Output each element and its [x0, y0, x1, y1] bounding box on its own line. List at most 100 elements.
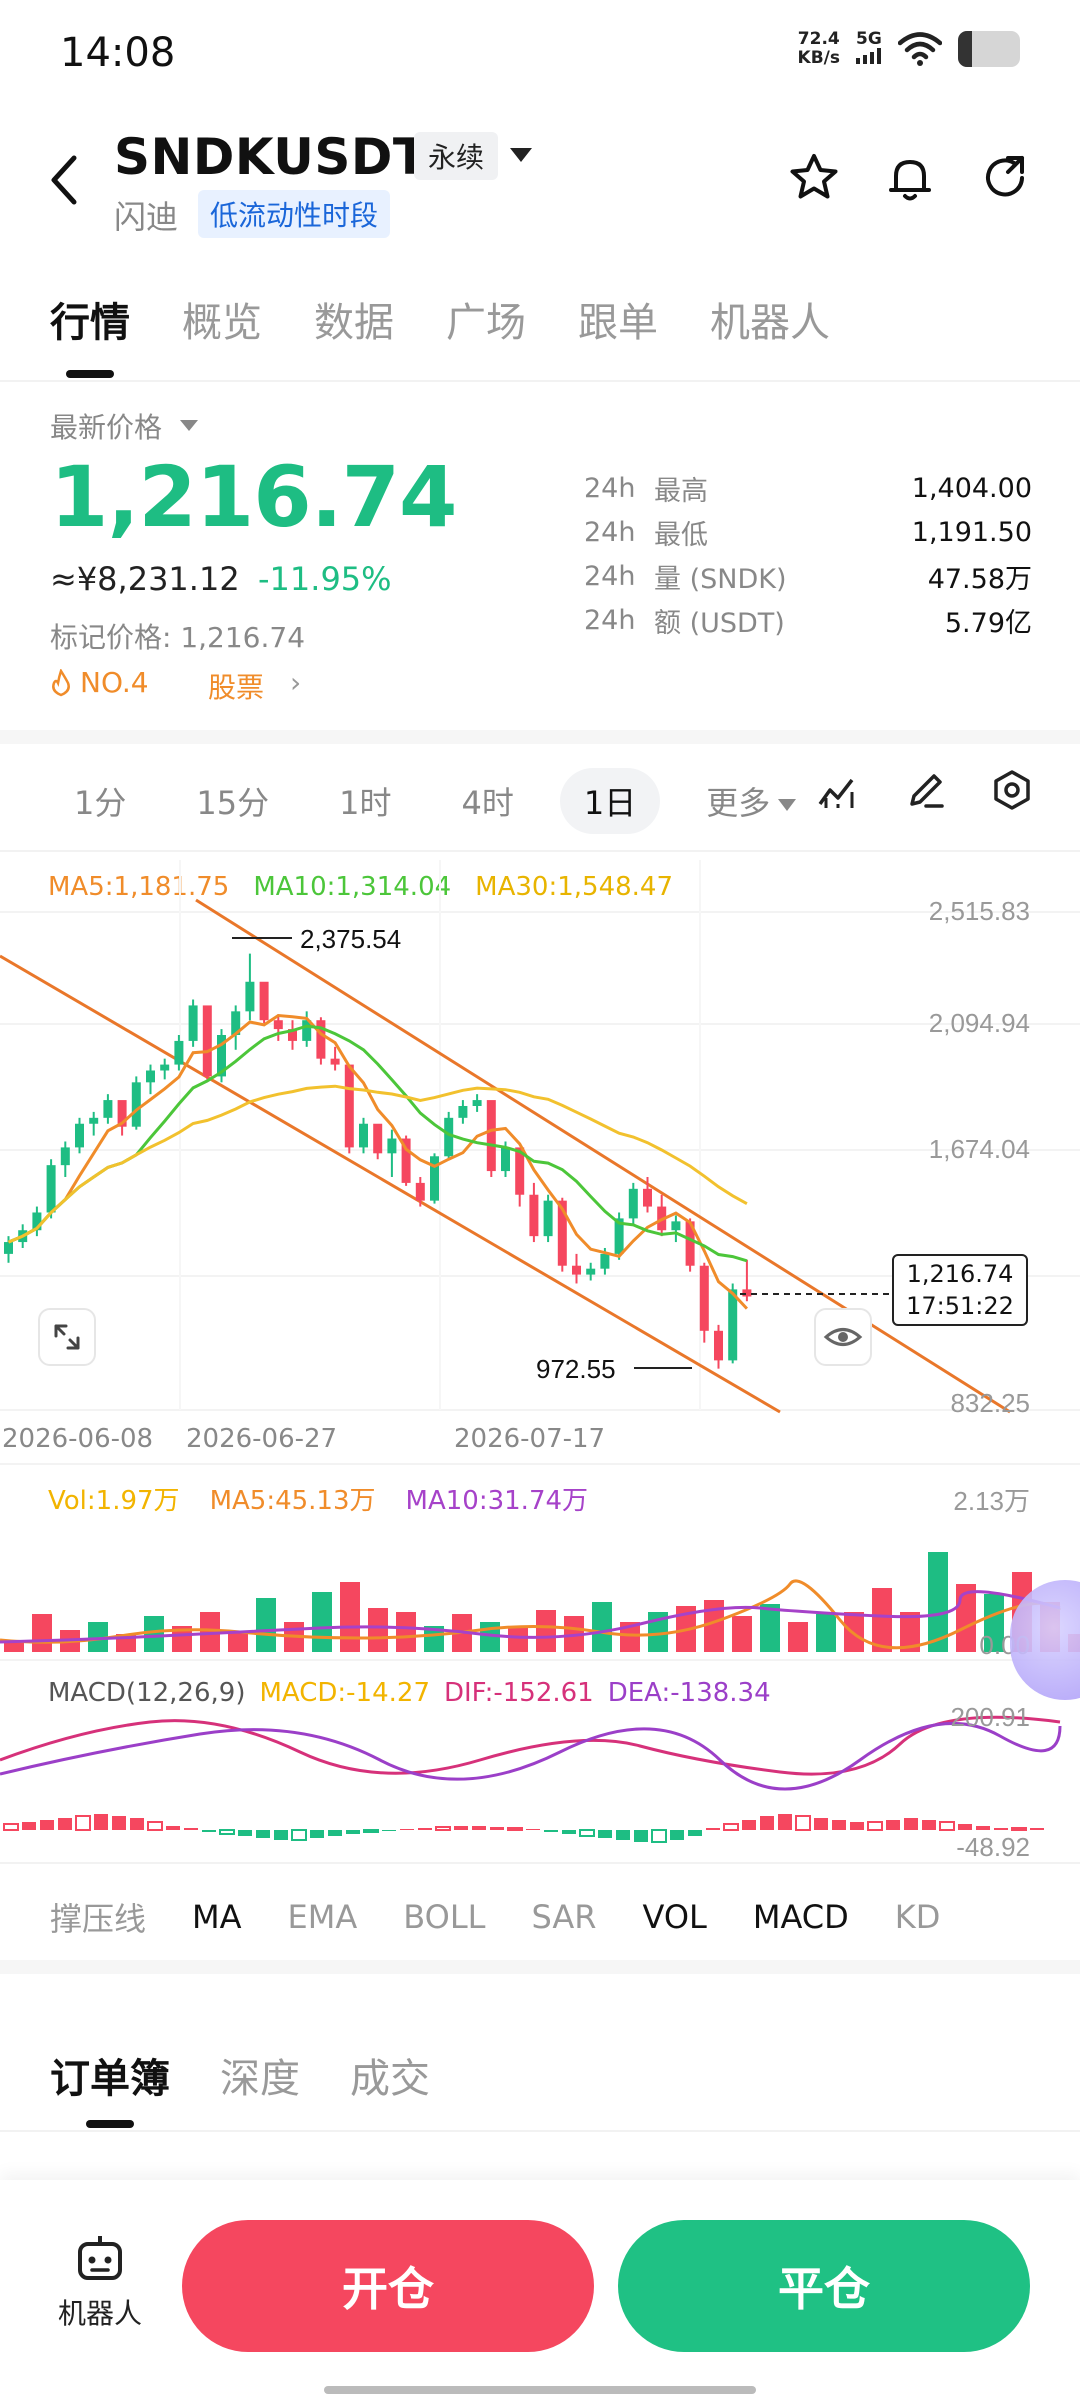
indicator-boll[interactable]: BOLL — [403, 1898, 486, 1936]
timeframe-15m[interactable]: 15分 — [196, 784, 270, 822]
date-label: 2026-06-08 — [2, 1424, 154, 1454]
share-icon[interactable] — [978, 150, 1034, 206]
kline-chart[interactable]: 2,375.54 972.55 2,515.83 2,094.94 1,674.… — [0, 860, 1080, 1880]
robot-button[interactable]: 机器人 — [50, 2230, 150, 2332]
macd-bar — [3, 1823, 19, 1831]
macd-axis-bottom: -48.92 — [956, 1832, 1030, 1862]
chevron-down-icon[interactable] — [510, 148, 532, 162]
candle-body — [188, 1005, 198, 1041]
macd-bar — [904, 1818, 918, 1830]
macd-bar — [202, 1830, 216, 1832]
macd-bar — [166, 1826, 180, 1830]
timeframe-1h[interactable]: 1时 — [339, 784, 392, 822]
settings-icon[interactable] — [990, 768, 1034, 812]
candle-body — [742, 1289, 752, 1297]
indicator-ma[interactable]: MA — [192, 1898, 242, 1936]
chevron-right-icon[interactable]: › — [290, 666, 302, 699]
macd-bar — [418, 1828, 432, 1830]
macd-bar — [22, 1822, 36, 1830]
category-link[interactable]: 股票 — [208, 671, 265, 704]
expand-button[interactable] — [38, 1308, 96, 1366]
tab-data[interactable]: 数据 — [314, 300, 394, 346]
indicator-vol[interactable]: VOL — [642, 1898, 707, 1936]
macd-bar — [939, 1821, 955, 1831]
tab-depth[interactable]: 深度 — [220, 2056, 300, 2102]
candle-body — [486, 1100, 496, 1172]
macd-bar — [130, 1818, 144, 1830]
candle-body — [529, 1194, 539, 1237]
star-icon[interactable] — [786, 150, 842, 206]
macd-bar — [706, 1828, 720, 1830]
candle-body — [316, 1020, 326, 1059]
back-button[interactable] — [44, 150, 84, 210]
price-axis-label: 2,094.94 — [929, 1008, 1030, 1038]
macd-bar — [400, 1829, 414, 1830]
contract-type-tag[interactable]: 永续 — [414, 132, 499, 180]
open-position-button[interactable]: 开仓 — [182, 2220, 594, 2352]
indicator-drawing[interactable]: 撑压线 — [50, 1900, 147, 1938]
candle-body — [444, 1117, 454, 1157]
indicator-icon[interactable] — [816, 768, 860, 812]
last-price-label[interactable]: 最新价格 — [50, 411, 163, 444]
candle-body — [699, 1265, 709, 1331]
macd-bar — [867, 1821, 883, 1831]
candle-body — [643, 1188, 652, 1207]
macd-legend: MACD(12,26,9) MACD:-14.27 DIF:-152.61 DE… — [48, 1678, 771, 1708]
macd-bar — [670, 1830, 684, 1840]
volume-bar — [256, 1598, 276, 1652]
candle-body — [359, 1123, 368, 1148]
indicator-ema[interactable]: EMA — [287, 1898, 358, 1936]
tab-market[interactable]: 行情 — [50, 300, 130, 346]
section-divider — [0, 730, 1080, 744]
volume-bar — [620, 1622, 640, 1652]
candle-body — [117, 1100, 127, 1127]
volume-bar — [368, 1608, 388, 1652]
macd-bar — [562, 1830, 576, 1834]
candle-body — [89, 1117, 99, 1124]
symbol-title[interactable]: SNDKUSDT — [114, 128, 428, 186]
candle-body — [458, 1105, 468, 1118]
indicator-sar[interactable]: SAR — [531, 1898, 597, 1936]
assistant-bubble[interactable] — [1010, 1580, 1080, 1700]
candle-body — [430, 1156, 439, 1201]
tab-overview[interactable]: 概览 — [182, 300, 262, 346]
timeframe-more[interactable]: 更多 — [682, 768, 820, 834]
macd-bar — [579, 1829, 595, 1837]
tab-square[interactable]: 广场 — [446, 300, 526, 346]
timeframe-1m[interactable]: 1分 — [74, 784, 127, 822]
eye-button[interactable] — [814, 1308, 872, 1366]
macd-bar — [994, 1828, 1008, 1830]
tab-orderbook[interactable]: 订单簿 — [50, 2056, 170, 2102]
macd-bar — [1011, 1827, 1027, 1831]
flame-icon — [52, 668, 70, 696]
main-tabs: 行情 概览 数据 广场 跟单 机器人 — [50, 290, 830, 348]
volume-axis-top: 2.13万 — [953, 1486, 1030, 1516]
price-axis-label: 2,515.83 — [929, 896, 1030, 926]
eye-icon — [823, 1328, 863, 1346]
ma30-label: MA30:1,548.47 — [475, 872, 673, 902]
tab-copy-trade[interactable]: 跟单 — [578, 300, 658, 346]
status-time: 14:08 — [60, 30, 176, 76]
macd-bar — [310, 1830, 324, 1838]
pencil-icon[interactable] — [904, 768, 948, 812]
orderbook-tabs: 订单簿 深度 成交 — [50, 2046, 430, 2104]
rank-badge[interactable]: NO.4 — [50, 666, 149, 699]
tab-robot[interactable]: 机器人 — [710, 300, 830, 346]
bell-icon[interactable] — [882, 150, 938, 206]
timeframe-4h[interactable]: 4时 — [461, 784, 514, 822]
candle-body — [217, 1035, 226, 1077]
macd-bar — [346, 1830, 360, 1834]
timeframe-1d[interactable]: 1日 — [559, 768, 661, 834]
candle-body — [543, 1200, 553, 1237]
chevron-down-icon[interactable] — [180, 420, 198, 431]
indicator-macd[interactable]: MACD — [752, 1898, 849, 1936]
macd-bar — [472, 1826, 486, 1830]
stats-24h: 24h 最高 1,404.00 24h 最低 1,191.50 24h 量 (SNDK) 4… — [584, 466, 1032, 642]
tab-trades[interactable]: 成交 — [350, 2056, 430, 2102]
macd-bar — [238, 1830, 252, 1836]
candle-body — [32, 1212, 42, 1231]
close-position-button[interactable]: 平仓 — [618, 2220, 1030, 2352]
candle-body — [330, 1058, 340, 1065]
indicator-kd[interactable]: KD — [894, 1898, 941, 1936]
candle-body — [557, 1200, 567, 1266]
